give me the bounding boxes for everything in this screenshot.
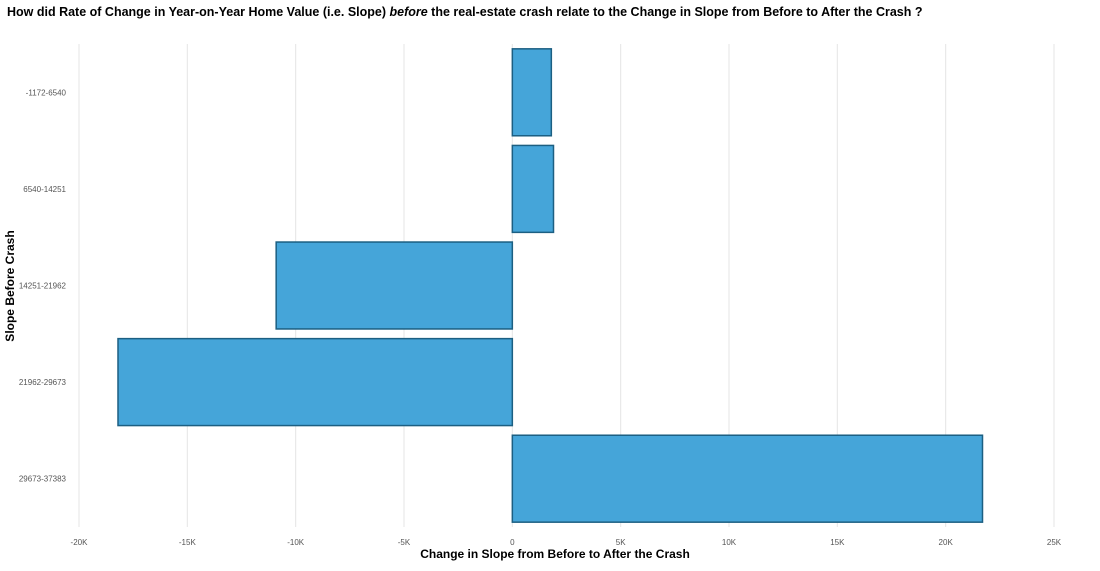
y-tick-label: 14251-21962 — [19, 282, 67, 291]
y-tick-label: 29673-37383 — [19, 475, 67, 484]
title-part1: How did Rate of Change in Year-on-Year H… — [7, 5, 390, 19]
bar--1172-6540 — [511, 48, 553, 137]
y-tick-label: 6540-14251 — [23, 185, 66, 194]
y-axis-title: Slope Before Crash — [3, 230, 17, 341]
x-axis-title: Change in Slope from Before to After the… — [420, 547, 690, 561]
x-tick-label: 10K — [722, 538, 737, 547]
x-tick-label: -15K — [179, 538, 197, 547]
y-tick-label: -1172-6540 — [26, 88, 67, 97]
bars — [117, 48, 984, 523]
x-tick-label: 20K — [939, 538, 954, 547]
x-tick-label: 25K — [1047, 538, 1062, 547]
chart-title: How did Rate of Change in Year-on-Year H… — [7, 5, 923, 19]
x-tick-label: 0 — [510, 538, 515, 547]
x-tick-label: 5K — [616, 538, 626, 547]
bar-21962-29673 — [117, 337, 514, 427]
x-tick-label: -5K — [398, 538, 411, 547]
bar-6540-14251 — [511, 144, 555, 234]
bar-29673-37383 — [511, 434, 984, 523]
x-tick-label: -20K — [71, 538, 89, 547]
x-tick-labels: -20K -15K -10K -5K 0 5K 10K 15K 20K 25K — [71, 538, 1062, 547]
x-tick-label: -10K — [287, 538, 305, 547]
y-tick-label: 21962-29673 — [19, 378, 67, 387]
x-tick-label: 15K — [830, 538, 845, 547]
title-part2: the real-estate crash relate to the Chan… — [427, 5, 923, 19]
bar-14251-21962 — [275, 241, 514, 330]
title-emphasis: before — [389, 5, 428, 19]
y-tick-labels: -1172-6540 6540-14251 14251-21962 21962-296… — [19, 88, 67, 483]
